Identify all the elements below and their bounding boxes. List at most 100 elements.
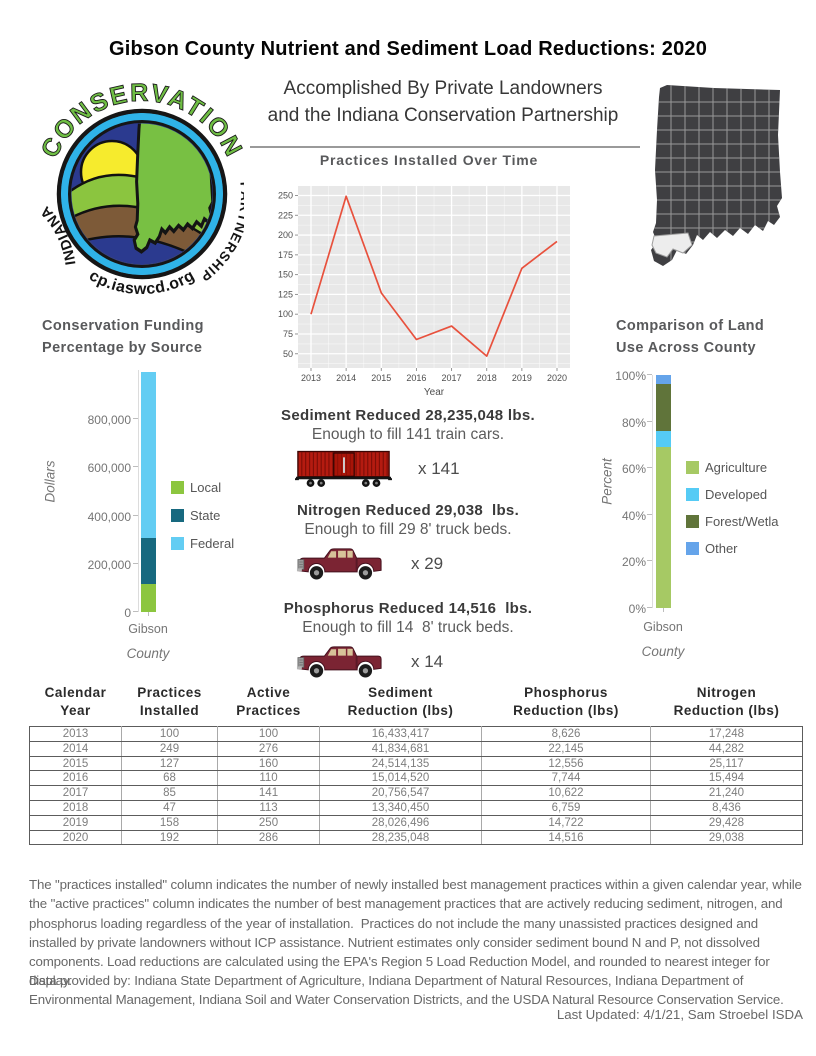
legend-swatch-icon (171, 509, 184, 522)
table-cell: 100 (121, 726, 218, 742)
table-cell: 2015 (29, 756, 122, 772)
landuse-x-tick-mark (663, 608, 664, 612)
table-cell: 113 (217, 800, 320, 816)
table-cell: 14,516 (481, 830, 651, 846)
bar-segment-local (141, 583, 156, 612)
y-tick-label: 0 (124, 606, 131, 620)
table-cell: 2017 (29, 785, 122, 802)
phosphorus-subtext: Enough to fill 14 8' truck beds. (302, 619, 514, 636)
legend-label: Federal (190, 536, 235, 551)
x-tick-label: 2016 (406, 373, 426, 383)
legend-swatch-icon (171, 481, 184, 494)
stacked-bar (656, 375, 671, 608)
table-cell: 10,622 (481, 785, 651, 802)
table-cell: 2014 (29, 741, 122, 757)
table-cell: 21,240 (650, 785, 803, 802)
y-tick-mark (647, 607, 652, 608)
table-cell: 276 (217, 741, 320, 757)
y-tick-label: 600,000 (87, 461, 131, 476)
funding-x-tick-mark (148, 612, 149, 616)
gibson-county-highlight (651, 232, 693, 258)
legend-item: State (171, 508, 234, 523)
y-tick-label: 100% (615, 369, 646, 383)
table-cell: 24,514,135 (319, 756, 482, 772)
legend-label: Agriculture (705, 460, 768, 475)
table-column-header: Nitrogen Reduction (lbs) (673, 685, 780, 718)
y-tick-label: 175 (278, 250, 293, 260)
table-cell: 44,282 (650, 741, 803, 757)
legend-swatch-icon (686, 515, 699, 528)
train-car-icon (295, 450, 392, 487)
phosphorus-reduction-callout: Phosphorus Reduced 14,516 lbs. Enough to… (233, 600, 583, 682)
subtitle-line-1: Accomplished By Private Landowners (283, 78, 603, 99)
table-cell: 2019 (29, 815, 122, 831)
landuse-x-axis-label: County (641, 644, 685, 659)
bar-segment-developed (656, 430, 671, 448)
table-cell: 127 (121, 756, 218, 772)
landuse-y-axis-line (652, 375, 653, 608)
y-tick-label: 250 (278, 190, 293, 200)
funding-legend: Local State Federal (171, 480, 234, 564)
y-tick-label: 200,000 (87, 557, 131, 572)
y-tick-mark (647, 513, 652, 515)
y-tick-label: 150 (278, 270, 293, 280)
subtitle-divider (250, 146, 640, 148)
table-column-header: Practices Installed (137, 685, 202, 718)
table-cell: 85 (121, 785, 218, 802)
bar-segment-federal (141, 372, 156, 538)
table-column-header: Calendar Year (44, 685, 107, 718)
subtitle: Accomplished By Private Landowners and t… (244, 76, 642, 129)
icp-partnership-logo: CONSERVATION INDIANA PARTNERSHIP icp.ias… (24, 64, 244, 298)
table-row: 2017 85 141 20,756,547 10,622 21,240 (29, 785, 803, 802)
table-cell: 2018 (29, 800, 122, 816)
funding-bar-chart: Conservation Funding Percentage by Sourc… (28, 312, 263, 664)
table-cell: 12,556 (481, 756, 651, 772)
funding-y-axis-line (138, 370, 139, 612)
y-tick-label: 40% (621, 508, 646, 523)
x-tick-label: 2013 (301, 373, 321, 383)
table-cell: 6,759 (481, 800, 651, 816)
phosphorus-heading: Phosphorus Reduced 14,516 lbs. (283, 600, 533, 617)
legend-label: Other (705, 541, 738, 556)
table-cell: 110 (217, 770, 320, 787)
bar-segment-forest-wetla (656, 384, 671, 431)
sediment-multiplier: x 141 (418, 459, 460, 478)
nitrogen-multiplier: x 29 (411, 554, 444, 573)
nitrogen-subtext: Enough to fill 29 8' truck beds. (304, 521, 512, 538)
y-tick-mark (133, 466, 138, 468)
table-cell: 158 (121, 815, 218, 831)
y-tick-mark (647, 560, 652, 562)
indiana-county-map (651, 85, 782, 266)
legend-label: State (190, 508, 221, 523)
table-cell: 8,436 (650, 800, 803, 816)
table-cell: 14,722 (481, 815, 651, 831)
practices-line-series (310, 195, 558, 357)
funding-plot-area: 0 200,000 400,000 600,000 800,000 (28, 370, 263, 620)
line-chart-plot: 50 75 100 125 150 175 200 225 250 2013 2014 2015 201… (278, 186, 570, 398)
legend-item: Forest/Wetla (686, 514, 778, 529)
subtitle-line-2: and the Indiana Conservation Partnership (267, 104, 619, 126)
nitrogen-heading: Nitrogen Reduced 29,038 lbs. (296, 502, 520, 519)
table-row: 2020 192 286 28,235,048 14,516 29,038 (29, 830, 803, 846)
x-tick-label: 2018 (477, 373, 497, 383)
y-tick-label: 400,000 (87, 509, 131, 524)
logo-blue-ring (61, 113, 223, 275)
table-cell: 41,834,681 (319, 741, 482, 757)
table-row: 2015 127 160 24,514,135 12,556 25,117 (29, 756, 803, 772)
table-cell: 192 (121, 830, 218, 846)
sediment-reduction-callout: Sediment Reduced 28,235,048 lbs. Enough … (233, 407, 583, 489)
y-tick-mark (647, 374, 652, 375)
legend-swatch-icon (171, 537, 184, 550)
x-tick-label: 2017 (442, 373, 462, 383)
table-row: 2013 100 100 16,433,417 8,626 17,248 (29, 726, 803, 742)
bar-segment-other (656, 375, 671, 385)
table-column-header: Active Practices (236, 685, 301, 718)
last-updated: Last Updated: 4/1/21, Sam Stroebel ISDA (556, 1007, 803, 1022)
practices-line-chart: Practices Installed Over Time 50 75 100 125… (268, 152, 590, 408)
legend-item: Federal (171, 536, 234, 551)
landuse-legend: Agriculture Developed Forest/Wetla Other (686, 460, 778, 568)
legend-swatch-icon (686, 542, 699, 555)
y-tick-mark (133, 611, 138, 612)
y-tick-label: 80% (621, 415, 646, 430)
